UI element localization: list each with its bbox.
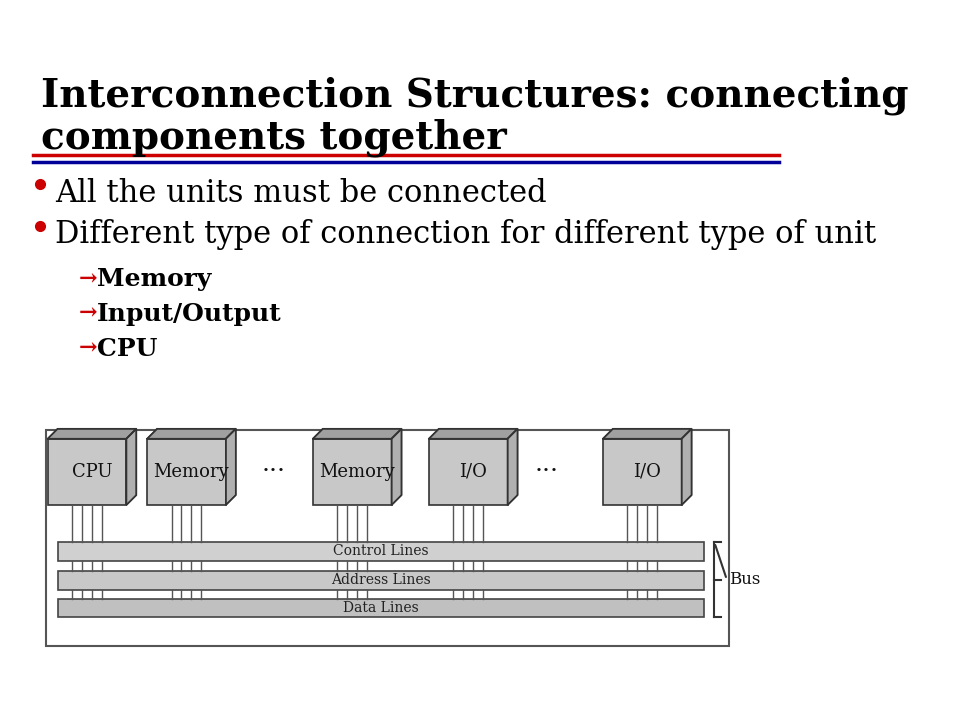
Bar xyxy=(58,542,705,561)
Text: →: → xyxy=(79,337,97,359)
Bar xyxy=(58,572,705,590)
Polygon shape xyxy=(508,429,517,505)
Text: components together: components together xyxy=(41,118,507,156)
Text: Input/Output: Input/Output xyxy=(97,302,281,326)
FancyBboxPatch shape xyxy=(147,438,226,505)
Text: All the units must be connected: All the units must be connected xyxy=(55,178,546,209)
Text: Interconnection Structures: connecting: Interconnection Structures: connecting xyxy=(41,76,909,115)
Text: Different type of connection for different type of unit: Different type of connection for differe… xyxy=(55,219,876,250)
Text: CPU: CPU xyxy=(72,463,112,481)
Polygon shape xyxy=(313,429,401,438)
Bar xyxy=(58,599,705,617)
Text: Memory: Memory xyxy=(320,463,395,481)
Polygon shape xyxy=(429,429,517,438)
Text: →: → xyxy=(79,267,97,289)
Polygon shape xyxy=(147,429,236,438)
FancyBboxPatch shape xyxy=(429,438,508,505)
Text: I/O: I/O xyxy=(634,463,661,481)
Polygon shape xyxy=(682,429,691,505)
FancyBboxPatch shape xyxy=(48,438,127,505)
Text: Address Lines: Address Lines xyxy=(331,573,431,588)
Text: Bus: Bus xyxy=(730,571,760,588)
FancyBboxPatch shape xyxy=(603,438,682,505)
Text: ···: ··· xyxy=(261,460,285,483)
Polygon shape xyxy=(226,429,236,505)
Text: →: → xyxy=(79,302,97,324)
Text: Memory: Memory xyxy=(154,463,229,481)
Text: I/O: I/O xyxy=(459,463,487,481)
Polygon shape xyxy=(127,429,136,505)
Text: ···: ··· xyxy=(535,460,559,483)
Text: Control Lines: Control Lines xyxy=(333,544,429,559)
Polygon shape xyxy=(392,429,401,505)
Text: Memory: Memory xyxy=(97,267,211,291)
Text: CPU: CPU xyxy=(97,337,157,361)
FancyBboxPatch shape xyxy=(313,438,392,505)
Polygon shape xyxy=(603,429,691,438)
Polygon shape xyxy=(48,429,136,438)
Text: Data Lines: Data Lines xyxy=(344,600,420,615)
